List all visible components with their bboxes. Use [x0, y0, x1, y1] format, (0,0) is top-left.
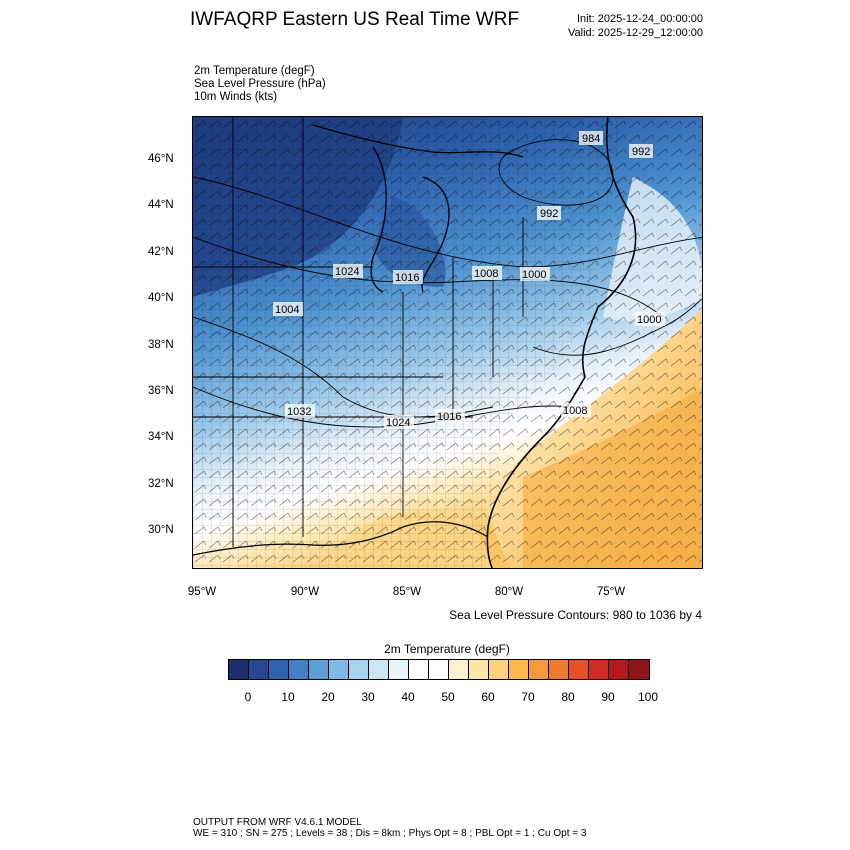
colorbar-swatch [229, 660, 249, 679]
weather-map-svg: 984 992 992 1024 1016 1008 1000 1000 100… [193, 117, 702, 568]
colorbar-swatch [509, 660, 529, 679]
colorbar-swatch [329, 660, 349, 679]
pressure-label: 1004 [275, 304, 299, 316]
lon-label: 85°W [392, 586, 422, 598]
pressure-label: 1008 [563, 405, 587, 417]
colorbar-swatch [409, 660, 429, 679]
colorbar-label: 80 [561, 690, 575, 704]
footer-config: WE = 310 ; SN = 275 ; Levels = 38 ; Dis … [193, 828, 587, 839]
init-time: Init: 2025-12-24_00:00:00 [577, 13, 703, 25]
colorbar-label: 70 [521, 690, 535, 704]
colorbar [228, 659, 650, 680]
pressure-label: 1016 [395, 272, 419, 284]
colorbar-swatch [269, 660, 289, 679]
valid-time: Valid: 2025-12-29_12:00:00 [568, 27, 703, 39]
lat-label: 40°N [148, 292, 174, 304]
pressure-label: 984 [582, 133, 600, 145]
colorbar-swatch [469, 660, 489, 679]
pressure-labels: 984 992 992 1024 1016 1008 1000 1000 100… [273, 131, 665, 429]
lat-label: 38°N [148, 339, 174, 351]
field-label-temperature: 2m Temperature (degF) [194, 65, 315, 77]
colorbar-title: 2m Temperature (degF) [384, 642, 510, 656]
colorbar-swatch [629, 660, 649, 679]
colorbar-swatch [489, 660, 509, 679]
lon-label: 95°W [187, 586, 217, 598]
colorbar-label: 60 [481, 690, 495, 704]
lat-label: 36°N [148, 385, 174, 397]
contour-note: Sea Level Pressure Contours: 980 to 1036… [449, 608, 702, 622]
colorbar-swatch [349, 660, 369, 679]
colorbar-swatch [529, 660, 549, 679]
lat-label: 42°N [148, 246, 174, 258]
pressure-label: 992 [632, 146, 650, 158]
lat-label: 34°N [148, 431, 174, 443]
pressure-label: 1000 [637, 314, 661, 326]
lon-label: 75°W [596, 586, 626, 598]
pressure-label: 1024 [335, 266, 359, 278]
colorbar-label: 10 [281, 690, 295, 704]
colorbar-swatch [449, 660, 469, 679]
lon-label: 90°W [290, 586, 320, 598]
colorbar-label: 30 [361, 690, 375, 704]
lat-label: 46°N [148, 153, 174, 165]
lat-label: 32°N [148, 478, 174, 490]
field-label-pressure: Sea Level Pressure (hPa) [194, 78, 326, 90]
colorbar-label: 40 [401, 690, 415, 704]
colorbar-swatch [569, 660, 589, 679]
map-title: IWFAQRP Eastern US Real Time WRF [190, 9, 520, 30]
colorbar-swatch [549, 660, 569, 679]
colorbar-swatch [609, 660, 629, 679]
colorbar-label: 20 [321, 690, 335, 704]
colorbar-swatch [249, 660, 269, 679]
lon-label: 80°W [494, 586, 524, 598]
pressure-label: 992 [540, 208, 558, 220]
field-label-winds: 10m Winds (kts) [194, 91, 278, 103]
pressure-label: 1024 [386, 417, 410, 429]
colorbar-swatch [369, 660, 389, 679]
pressure-label: 1000 [522, 269, 546, 281]
colorbar-swatch [429, 660, 449, 679]
colorbar-label: 90 [601, 690, 615, 704]
pressure-label: 1032 [287, 406, 311, 418]
colorbar-label: 50 [441, 690, 455, 704]
pressure-label: 1008 [474, 268, 498, 280]
colorbar-swatch [389, 660, 409, 679]
lat-label: 30°N [148, 524, 174, 536]
lat-label: 44°N [148, 199, 174, 211]
colorbar-label: 100 [637, 690, 659, 704]
weather-map: 984 992 992 1024 1016 1008 1000 1000 100… [192, 116, 703, 569]
colorbar-swatch [289, 660, 309, 679]
footer-model: OUTPUT FROM WRF V4.6.1 MODEL [193, 817, 362, 828]
pressure-label: 1016 [437, 411, 461, 423]
colorbar-swatch [589, 660, 609, 679]
colorbar-swatch [309, 660, 329, 679]
colorbar-label: 0 [244, 690, 252, 704]
